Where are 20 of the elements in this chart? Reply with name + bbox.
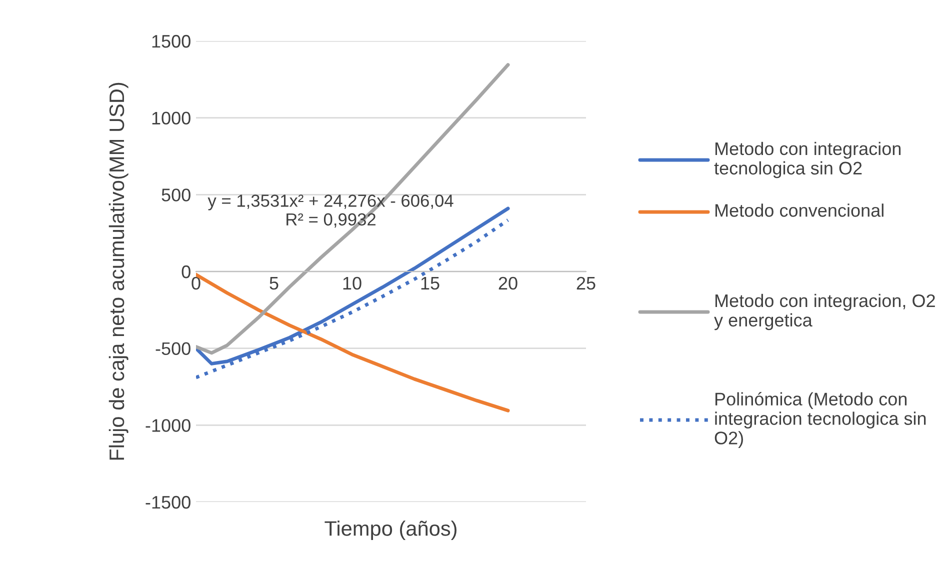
- legend-label: Metodo con integracion, O2 y energetica: [714, 294, 935, 330]
- y-tick-label: 1000: [152, 112, 190, 125]
- legend-label: Polinómica (Metodo con integracion tecnologica sin O2): [714, 392, 926, 448]
- x-tick-label: 0: [192, 276, 200, 290]
- y-tick-label: 1500: [152, 34, 190, 48]
- annotation: y = 1,3531x² + 24,276x - 606,04 R² = 0,9932: [208, 194, 454, 228]
- x-axis-title: Tiempo (años): [324, 520, 456, 540]
- x-tick-label: 20: [498, 276, 518, 290]
- x-tick-label: 25: [576, 276, 596, 290]
- x-tick-label: 15: [421, 277, 440, 290]
- x-tick-label: 5: [270, 277, 278, 290]
- x-tick-label: 10: [343, 276, 362, 290]
- y-tick-label: -500: [156, 342, 190, 356]
- y-tick-label: 500: [162, 188, 190, 202]
- y-tick-label: -1500: [146, 496, 190, 509]
- legend-label: Metodo con integracion tecnologica sin O2: [714, 142, 901, 178]
- y-tick-label: -1000: [146, 419, 190, 432]
- legend-label: Metodo convencional: [715, 204, 884, 217]
- y-axis-title: Flujo de caja neto acumulativo(MM USD): [108, 82, 128, 460]
- y-tick-label: 0: [182, 265, 190, 278]
